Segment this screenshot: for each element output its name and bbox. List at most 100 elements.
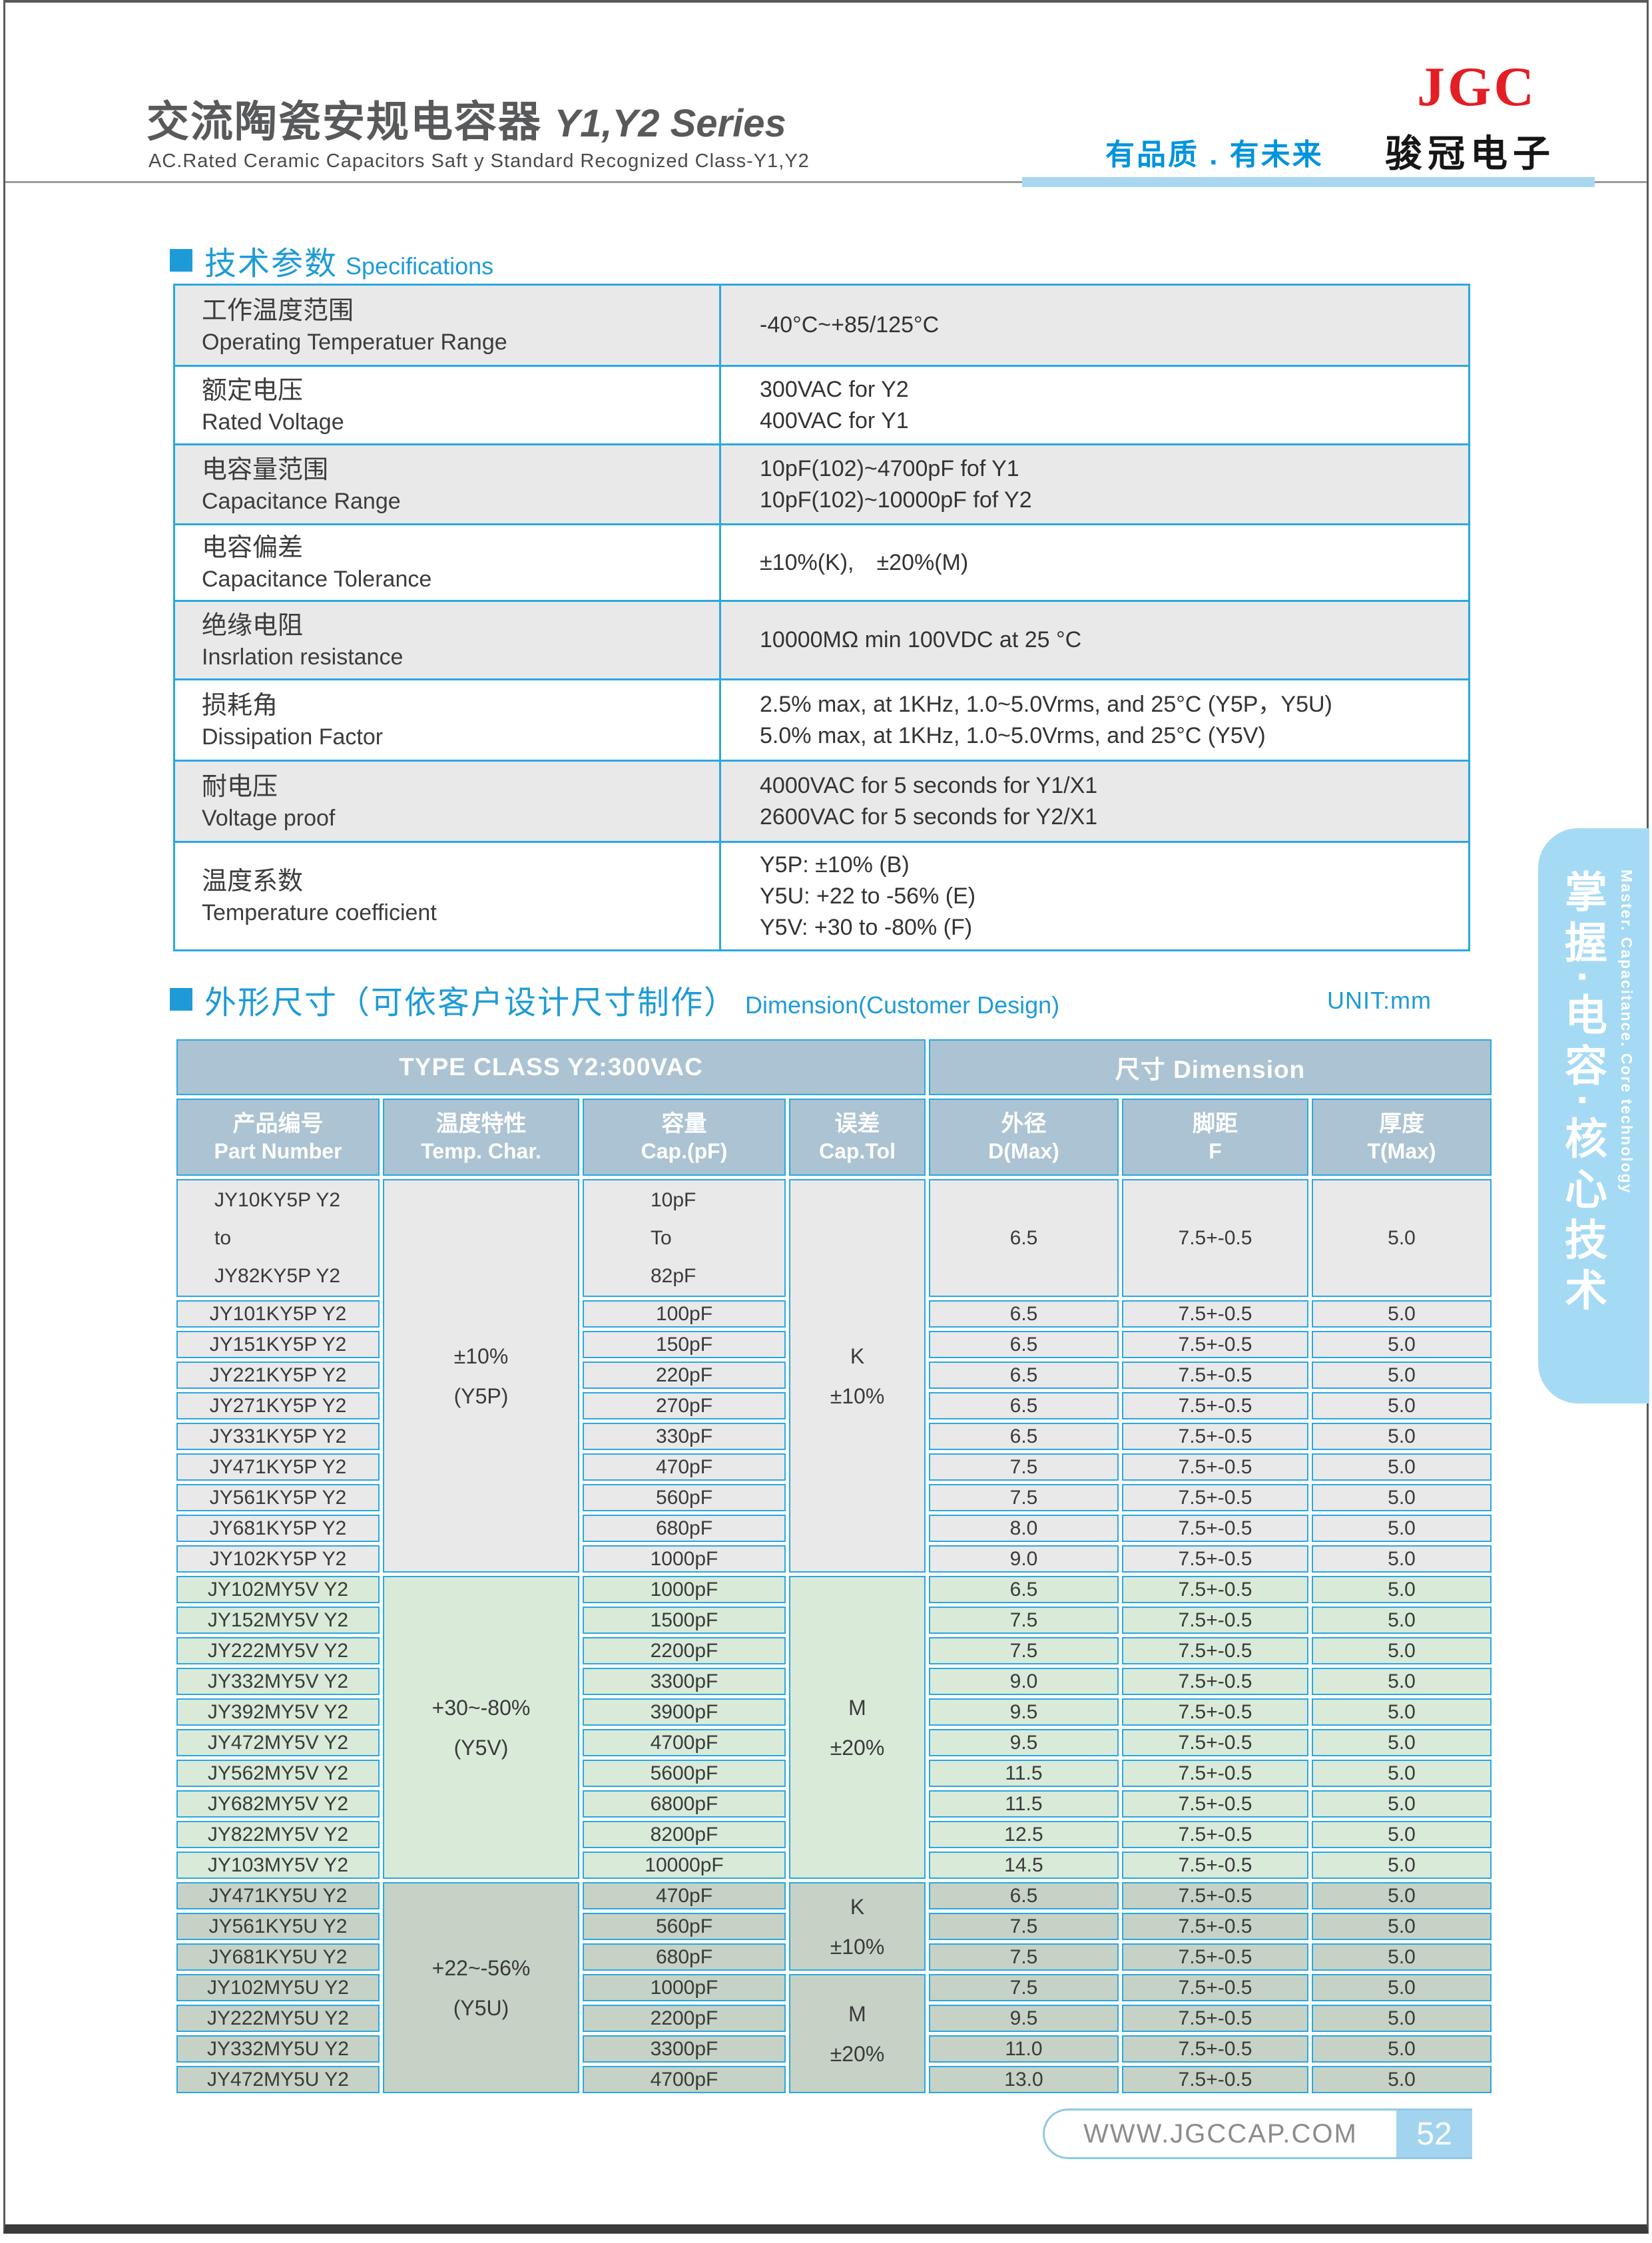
capacitance-cell: 560pF bbox=[583, 1913, 786, 1940]
capacitance-cell: 2200pF bbox=[583, 1637, 786, 1664]
side-tab-en: Master. Capacitance. Core technology bbox=[1618, 870, 1635, 1194]
tolerance-line: K bbox=[850, 1894, 865, 1919]
lead-spacing-cell: 7.5+-0.5 bbox=[1122, 1974, 1308, 2001]
capacitance-cell: 470pF bbox=[583, 1453, 786, 1481]
capacitance-cell: 6800pF bbox=[583, 1790, 786, 1818]
dim-row: JY101KY5P Y2 100pF 6.5 7.5+-0.5 5.0 bbox=[176, 1300, 1492, 1328]
spec-value-cell: -40°C~+85/125°C bbox=[719, 284, 1470, 367]
thickness-cell: 5.0 bbox=[1312, 1607, 1492, 1634]
tolerance-line: K bbox=[850, 1344, 865, 1368]
capacitance-cell: 4700pF bbox=[583, 2066, 786, 2093]
thickness-cell: 5.0 bbox=[1312, 1576, 1492, 1603]
column-header: 容量 Cap.(pF) bbox=[583, 1099, 786, 1176]
capacitance-cell: 560pF bbox=[583, 1484, 786, 1511]
thickness-cell: 5.0 bbox=[1312, 1821, 1492, 1848]
dimension-table-body: JY10KY5P Y2 to JY82KY5P Y2 ±10% (Y5P) 10pF To 8… bbox=[176, 1179, 1492, 2093]
dim-row: JY10KY5P Y2 to JY82KY5P Y2 ±10% (Y5P) 10pF To 8… bbox=[176, 1179, 1492, 1573]
column-header: 温度特性 Temp. Char. bbox=[383, 1099, 579, 1176]
dim-row: JY151KY5P Y2 150pF 6.5 7.5+-0.5 5.0 bbox=[176, 1331, 1492, 1358]
column-header-cn: 温度特性 bbox=[435, 1111, 527, 1136]
capacitance-cell: 4700pF bbox=[583, 1729, 786, 1756]
lead-spacing-cell: 7.5+-0.5 bbox=[1122, 1515, 1308, 1542]
lead-spacing-cell: 7.5+-0.5 bbox=[1122, 1821, 1308, 1848]
spec-value-line: 2.5% max, at 1KHz, 1.0~5.0Vrms, and 25°C… bbox=[760, 691, 1332, 717]
spec-label-cell: 温度系数 Temperature coefficient bbox=[173, 841, 721, 951]
column-header-en: F bbox=[1209, 1139, 1222, 1163]
specifications-table: 工作温度范围 Operating Temperatuer Range -40°C~+… bbox=[173, 284, 1470, 951]
capacitance-cell: 1000pF bbox=[583, 1576, 786, 1603]
spec-label-en: Voltage proof bbox=[202, 805, 336, 831]
spec-value-line: 300VAC for Y2 bbox=[760, 376, 909, 402]
dim-row: JY472MY5U Y2 4700pF 13.0 7.5+-0.5 5.0 bbox=[176, 2066, 1492, 2093]
column-header: 脚距 F bbox=[1122, 1099, 1308, 1176]
company-name: 骏冠电子 bbox=[1385, 132, 1555, 174]
spec-row: 温度系数 Temperature coefficient Y5P: ±10% (B)… bbox=[173, 841, 1470, 951]
column-header-en: Cap.Tol bbox=[819, 1139, 896, 1163]
spec-label-en: Capacitance Tolerance bbox=[202, 567, 432, 592]
spec-label-cn: 电容偏差 bbox=[202, 534, 304, 562]
capacitance-cell: 1000pF bbox=[583, 1545, 786, 1573]
part-number-cell: JY103MY5V Y2 bbox=[176, 1852, 380, 1879]
footer: WWW.JGCCAP.COM 52 bbox=[1043, 2109, 1472, 2159]
tolerance-cell: K ±10% bbox=[789, 1882, 926, 1971]
capacitance-cell: 8200pF bbox=[583, 1821, 786, 1848]
dim-row: JY102KY5P Y2 1000pF 9.0 7.5+-0.5 5.0 bbox=[176, 1545, 1492, 1573]
thickness-cell: 5.0 bbox=[1312, 1943, 1492, 1971]
dim-row: JY222MY5U Y2 2200pF 9.5 7.5+-0.5 5.0 bbox=[176, 2005, 1492, 2032]
thickness-cell: 5.0 bbox=[1312, 1423, 1492, 1450]
temp-char-line: +22~-56% bbox=[431, 1955, 531, 1980]
dim-row: JY561KY5P Y2 560pF 7.5 7.5+-0.5 5.0 bbox=[176, 1484, 1492, 1511]
thickness-cell: 5.0 bbox=[1312, 1179, 1492, 1297]
capacitance-cell: 10000pF bbox=[583, 1852, 786, 1879]
diameter-cell: 6.5 bbox=[929, 1882, 1119, 1909]
capacitance-cell: 470pF bbox=[583, 1882, 786, 1909]
diameter-cell: 9.0 bbox=[929, 1668, 1119, 1695]
spec-value-cell: 4000VAC for 5 seconds for Y1/X1 2600VAC f… bbox=[719, 760, 1470, 843]
column-header-cn: 外径 bbox=[1001, 1111, 1047, 1136]
dimensions-heading: 外形尺寸（可依客户设计尺寸制作） Dimension(Customer Desi… bbox=[170, 976, 1059, 1023]
lead-spacing-cell: 7.5+-0.5 bbox=[1122, 1913, 1308, 1940]
tolerance-cell: K ±10% bbox=[789, 1179, 926, 1573]
dim-row: JY822MY5V Y2 8200pF 12.5 7.5+-0.5 5.0 bbox=[176, 1821, 1492, 1848]
part-number-cell: JY561KY5P Y2 bbox=[176, 1484, 380, 1511]
spec-label-cell: 电容偏差 Capacitance Tolerance bbox=[173, 523, 721, 602]
brand-slogan: 有品质 . 有未来 bbox=[1105, 138, 1324, 171]
diameter-cell: 7.5 bbox=[929, 1943, 1119, 1971]
column-header-cn: 厚度 bbox=[1379, 1111, 1425, 1136]
column-header-en: Cap.(pF) bbox=[641, 1139, 728, 1163]
spec-value-cell: ±10%(K), ±20%(M) bbox=[719, 523, 1470, 602]
spec-label-en: Insrlation resistance bbox=[202, 644, 404, 670]
spec-value-line: 10pF(102)~4700pF fof Y1 bbox=[760, 455, 1019, 481]
spec-value-line: Y5P: ±10% (B) bbox=[760, 852, 910, 877]
capacitance-cell: 220pF bbox=[583, 1362, 786, 1389]
part-number-cell: JY561KY5U Y2 bbox=[176, 1913, 380, 1940]
title-series: Y1,Y2 Series bbox=[554, 102, 786, 145]
part-number-cell: JY151KY5P Y2 bbox=[176, 1331, 380, 1358]
lead-spacing-cell: 7.5+-0.5 bbox=[1122, 1484, 1308, 1511]
spec-label-cell: 额定电压 Rated Voltage bbox=[173, 365, 721, 445]
diameter-cell: 6.5 bbox=[929, 1362, 1119, 1389]
diameter-cell: 7.5 bbox=[929, 1974, 1119, 2001]
column-header-en: T(Max) bbox=[1367, 1139, 1436, 1163]
part-number-cell: JY101KY5P Y2 bbox=[176, 1300, 380, 1328]
thickness-cell: 5.0 bbox=[1312, 1362, 1492, 1389]
dim-row: JY562MY5V Y2 5600pF 11.5 7.5+-0.5 5.0 bbox=[176, 1760, 1492, 1787]
dimension-table: TYPE CLASS Y2:300VAC 尺寸 Dimension 产品编号 Part… bbox=[173, 1036, 1495, 2097]
part-number-cell: JY332MY5V Y2 bbox=[176, 1668, 380, 1695]
tolerance-line: ±10% bbox=[830, 1934, 885, 1959]
dim-row: JY472MY5V Y2 4700pF 9.5 7.5+-0.5 5.0 bbox=[176, 1729, 1492, 1756]
diameter-cell: 6.5 bbox=[929, 1300, 1119, 1328]
spec-label-cell: 损耗角 Dissipation Factor bbox=[173, 678, 721, 762]
blue-square-icon bbox=[170, 988, 192, 1011]
diameter-cell: 9.5 bbox=[929, 1729, 1119, 1756]
dimension-header: 尺寸 Dimension bbox=[929, 1039, 1492, 1095]
dim-row: JY152MY5V Y2 1500pF 7.5 7.5+-0.5 5.0 bbox=[176, 1607, 1492, 1634]
diameter-cell: 11.5 bbox=[929, 1790, 1119, 1818]
spec-row: 绝缘电阻 Insrlation resistance 10000MΩ min 100… bbox=[173, 600, 1470, 680]
part-number-cell: JY152MY5V Y2 bbox=[176, 1607, 380, 1634]
column-header-cn: 误差 bbox=[834, 1111, 880, 1136]
spec-value-cell: 10000MΩ min 100VDC at 25 °C bbox=[719, 600, 1470, 680]
lead-spacing-cell: 7.5+-0.5 bbox=[1122, 1943, 1308, 1971]
part-number-cell: JY681KY5U Y2 bbox=[176, 1943, 380, 1971]
thickness-cell: 5.0 bbox=[1312, 2066, 1492, 2093]
